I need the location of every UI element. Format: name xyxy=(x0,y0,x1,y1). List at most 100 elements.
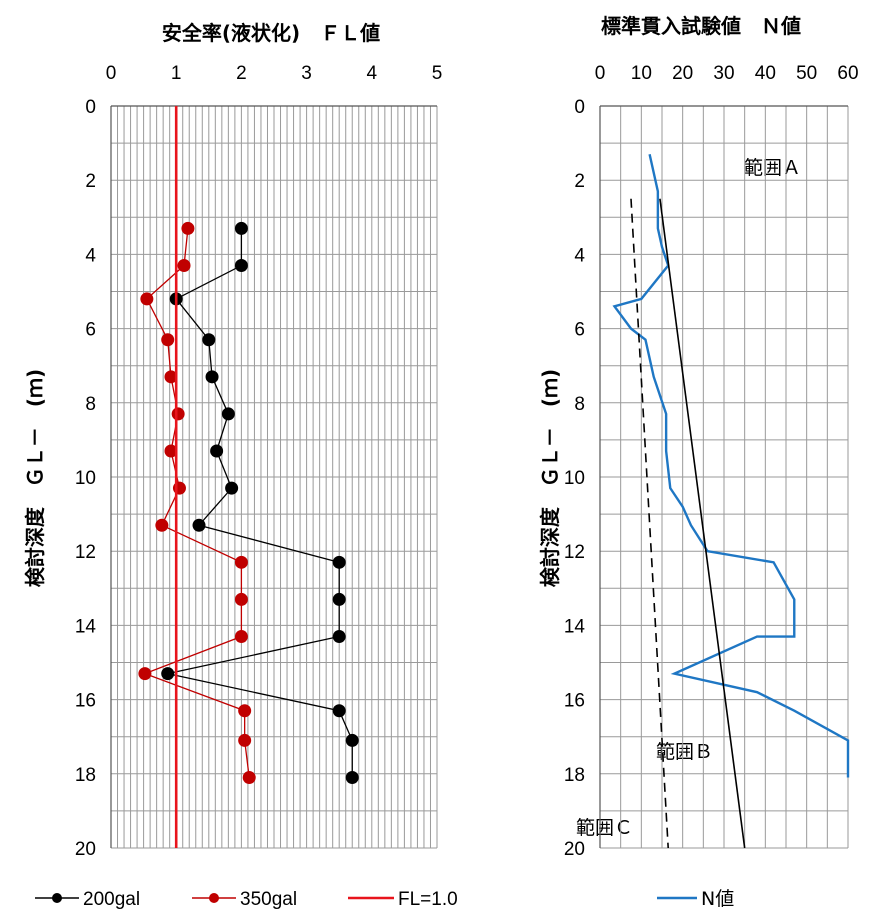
y-tick-label: 0 xyxy=(574,97,585,118)
x-tick-label: 0 xyxy=(595,63,606,84)
data-point xyxy=(140,292,154,306)
y-tick-label: 0 xyxy=(85,97,96,118)
legend-left: 200gal 350gal FL=1.0 xyxy=(35,889,458,910)
y-tick-label: 14 xyxy=(564,616,586,637)
data-point xyxy=(345,733,359,747)
series-line xyxy=(659,198,746,849)
series-line xyxy=(167,228,353,778)
legend-item: 200gal xyxy=(35,889,140,910)
left-chart-title: 安全率(液状化) ＦＬ値 xyxy=(162,21,380,45)
data-point xyxy=(221,407,235,421)
data-point xyxy=(332,555,346,569)
y-tick-label: 4 xyxy=(574,245,585,266)
y-tick-label: 12 xyxy=(564,542,585,563)
series-line-2 xyxy=(630,198,669,849)
y-tick-label: 2 xyxy=(85,171,96,192)
data-point xyxy=(164,444,178,458)
data-point xyxy=(210,444,224,458)
x-tick-label: 60 xyxy=(837,63,858,84)
data-point xyxy=(332,630,346,644)
data-point xyxy=(238,733,252,747)
series-350gal xyxy=(138,221,256,785)
series-line xyxy=(612,153,850,778)
x-tick-label: 20 xyxy=(672,63,693,84)
x-tick-label: 40 xyxy=(755,63,776,84)
x-tick-label: 30 xyxy=(713,63,734,84)
x-tick-label: 0 xyxy=(106,63,117,84)
legend-label: FL=1.0 xyxy=(398,889,458,910)
data-point xyxy=(192,518,206,532)
grid xyxy=(110,105,438,849)
series-200gal xyxy=(161,221,359,785)
data-point xyxy=(171,407,185,421)
data-point xyxy=(345,771,359,785)
right-y-axis-label: 検討深度 ＧＬ－ (ｍ) xyxy=(538,369,562,587)
grid xyxy=(599,105,849,849)
y-tick-label: 14 xyxy=(75,616,97,637)
y-tick-label: 2 xyxy=(574,171,585,192)
data-point xyxy=(164,370,178,384)
legend-swatch-marker xyxy=(52,893,62,903)
data-point xyxy=(161,667,175,681)
data-point xyxy=(332,592,346,606)
legend-item: FL=1.0 xyxy=(348,889,458,910)
y-tick-label: 16 xyxy=(75,691,96,712)
legend-label: N値 xyxy=(701,888,734,910)
data-point xyxy=(138,667,152,681)
data-point xyxy=(155,518,169,532)
x-tick-label: 4 xyxy=(367,63,378,84)
legend-right: N値 xyxy=(657,888,734,910)
y-tick-label: 18 xyxy=(564,765,585,786)
data-point xyxy=(242,771,256,785)
data-point xyxy=(225,481,239,495)
data-point xyxy=(234,221,248,235)
data-point xyxy=(234,555,248,569)
series-N値 xyxy=(612,153,850,778)
data-point xyxy=(234,630,248,644)
x-tick-label: 5 xyxy=(432,63,443,84)
data-point xyxy=(161,333,175,347)
annotation-range-b: 範囲Ｂ xyxy=(656,741,713,763)
y-tick-label: 8 xyxy=(574,394,585,415)
data-point xyxy=(238,704,252,718)
data-point xyxy=(234,259,248,273)
legend-item: 350gal xyxy=(192,889,297,910)
data-point xyxy=(202,333,216,347)
right-plot-area: 0 10 20 30 40 50 60 0 2 4 6 8 10 12 14 16 18 20 xyxy=(564,63,859,860)
series-line-1 xyxy=(659,198,746,849)
y-tick-label: 12 xyxy=(75,542,96,563)
legend-label: 200gal xyxy=(83,889,140,910)
y-tick-label: 18 xyxy=(75,765,96,786)
legend-swatch-marker xyxy=(209,893,219,903)
data-point xyxy=(177,259,191,273)
data-point xyxy=(181,221,195,235)
legend-label: 350gal xyxy=(240,889,297,910)
x-tick-label: 50 xyxy=(796,63,817,84)
y-tick-label: 10 xyxy=(564,468,585,489)
series-line xyxy=(143,228,250,778)
y-tick-label: 10 xyxy=(75,468,96,489)
data-point xyxy=(205,370,219,384)
y-tick-label: 20 xyxy=(75,839,96,860)
annotation-range-c: 範囲Ｃ xyxy=(576,817,633,839)
series-line xyxy=(630,198,669,849)
data-point xyxy=(234,592,248,606)
y-tick-label: 6 xyxy=(574,320,585,341)
x-tick-label: 1 xyxy=(171,63,182,84)
data-point xyxy=(332,704,346,718)
y-tick-label: 6 xyxy=(85,320,96,341)
right-chart-title: 標準貫入試験値 Ｎ値 xyxy=(601,14,801,38)
left-y-axis-label: 検討深度 ＧＬ－ (ｍ) xyxy=(23,369,47,587)
legend-item: N値 xyxy=(657,888,734,910)
annotation-range-a: 範囲Ａ xyxy=(744,157,801,179)
x-tick-label: 3 xyxy=(301,63,312,84)
y-tick-label: 20 xyxy=(564,839,585,860)
y-tick-label: 16 xyxy=(564,691,585,712)
x-tick-label: 10 xyxy=(631,63,652,84)
y-tick-label: 4 xyxy=(85,245,96,266)
x-tick-label: 2 xyxy=(236,63,247,84)
y-tick-label: 8 xyxy=(85,394,96,415)
